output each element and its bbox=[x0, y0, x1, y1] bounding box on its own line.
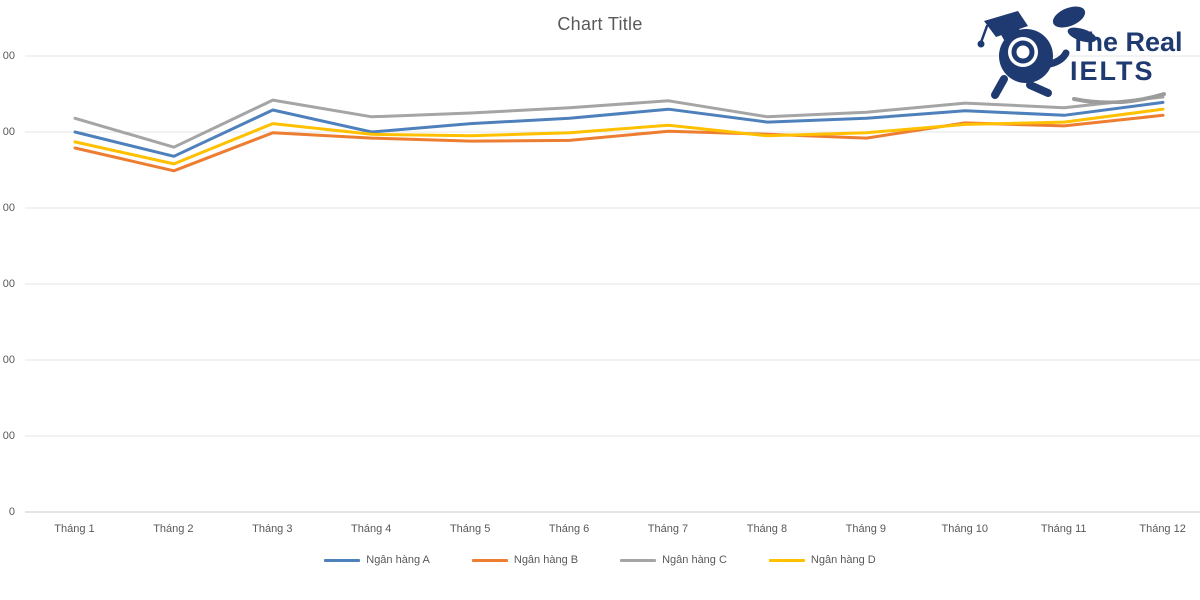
x-axis-tick-label: Tháng 1 bbox=[54, 523, 95, 535]
legend-item-ngan-hang-b: Ngân hàng B bbox=[471, 554, 579, 566]
legend-item-ngan-hang-a: Ngân hàng A bbox=[324, 554, 430, 566]
logo-text: The Real IELTS bbox=[1070, 28, 1183, 86]
logo-line1: The Real bbox=[1070, 27, 1183, 57]
y-axis-tick-label: 00 bbox=[2, 354, 15, 366]
x-axis-tick-label: Tháng 2 bbox=[153, 523, 194, 535]
x-axis-tick-label: Tháng 6 bbox=[548, 523, 590, 535]
x-axis-tick-label: Tháng 9 bbox=[845, 523, 887, 535]
legend-label: Ngân hàng C bbox=[662, 554, 727, 566]
y-axis-tick-label: 00 bbox=[2, 278, 15, 290]
x-axis-tick-label: Tháng 3 bbox=[252, 523, 293, 535]
legend-label: Ngân hàng B bbox=[513, 554, 579, 566]
legend-line-swatch bbox=[768, 558, 805, 562]
legend-label: Ngân hàng A bbox=[366, 554, 430, 566]
series-line-ngan-hang-a bbox=[73, 100, 1165, 158]
legend-line-swatch bbox=[324, 558, 361, 562]
x-axis-tick-label: Tháng 8 bbox=[746, 523, 788, 535]
legend-line-swatch bbox=[620, 558, 657, 562]
x-axis-tick-label: Tháng 7 bbox=[647, 523, 689, 535]
y-axis-tick-label: 00 bbox=[2, 126, 15, 138]
logo-line2: IELTS bbox=[1070, 56, 1155, 86]
legend-label: Ngân hàng D bbox=[810, 554, 876, 566]
series-line-ngan-hang-c bbox=[73, 95, 1165, 149]
legend-item-ngan-hang-c: Ngân hàng C bbox=[620, 554, 727, 566]
x-axis-tick-label: Tháng 12 bbox=[1139, 523, 1186, 535]
x-axis-tick-label: Tháng 5 bbox=[449, 523, 491, 535]
mascot-logo-icon bbox=[977, 6, 1166, 105]
x-axis: Tháng 1 Tháng 2 Tháng 3 Tháng 4 Tháng 5 … bbox=[25, 523, 1200, 535]
y-axis-tick-label: 0 bbox=[8, 506, 15, 518]
x-axis-tick-label: Tháng 4 bbox=[351, 523, 392, 535]
chart-title: Chart Title bbox=[557, 14, 643, 34]
legend-line-swatch bbox=[471, 558, 508, 562]
chart-legend: Ngân hàng A Ngân hàng B Ngân hàng C Ngân… bbox=[0, 554, 1200, 566]
y-axis-tick-label: 00 bbox=[2, 50, 15, 62]
y-axis-tick-label: 00 bbox=[2, 202, 15, 214]
logo: The Real IELTS bbox=[966, 2, 1198, 105]
x-axis-tick-label: Tháng 10 bbox=[941, 523, 988, 535]
x-axis-tick-label: Tháng 11 bbox=[1040, 523, 1087, 535]
legend-item-ngan-hang-d: Ngân hàng D bbox=[768, 554, 876, 566]
y-axis-tick-label: 00 bbox=[2, 430, 15, 442]
series-line-ngan-hang-d bbox=[73, 107, 1165, 166]
